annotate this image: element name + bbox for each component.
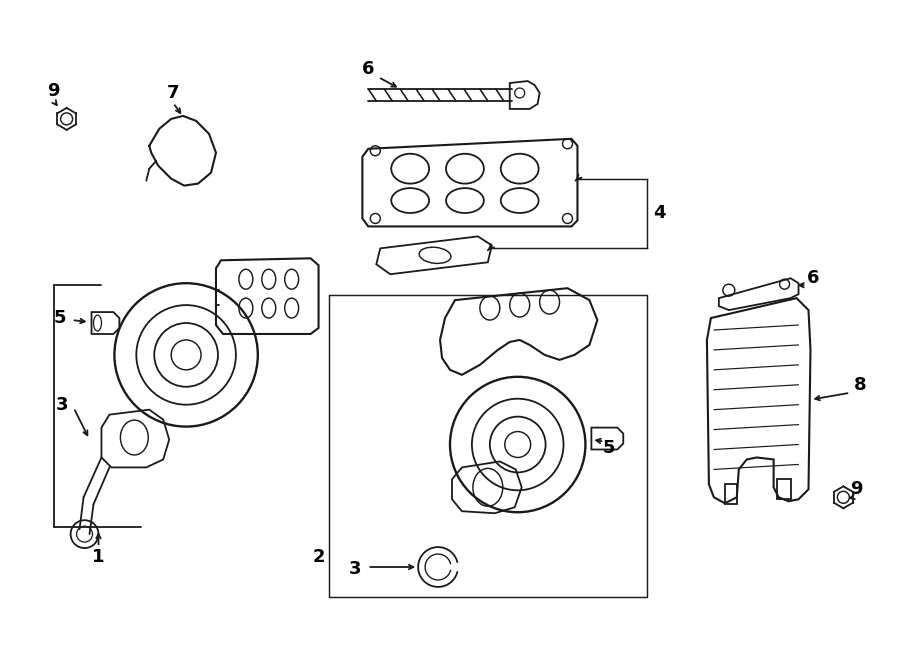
Text: 3: 3 <box>56 396 68 414</box>
Text: 6: 6 <box>362 60 374 78</box>
Text: 7: 7 <box>166 84 179 102</box>
Text: 5: 5 <box>53 309 66 327</box>
Text: 9: 9 <box>850 481 862 498</box>
Text: 9: 9 <box>48 82 60 100</box>
Text: 2: 2 <box>312 548 325 566</box>
Text: 3: 3 <box>349 560 362 578</box>
Text: 6: 6 <box>807 269 820 288</box>
Text: 4: 4 <box>652 204 665 223</box>
Text: 8: 8 <box>854 375 867 394</box>
Text: 1: 1 <box>92 548 104 566</box>
Text: 5: 5 <box>603 438 616 457</box>
